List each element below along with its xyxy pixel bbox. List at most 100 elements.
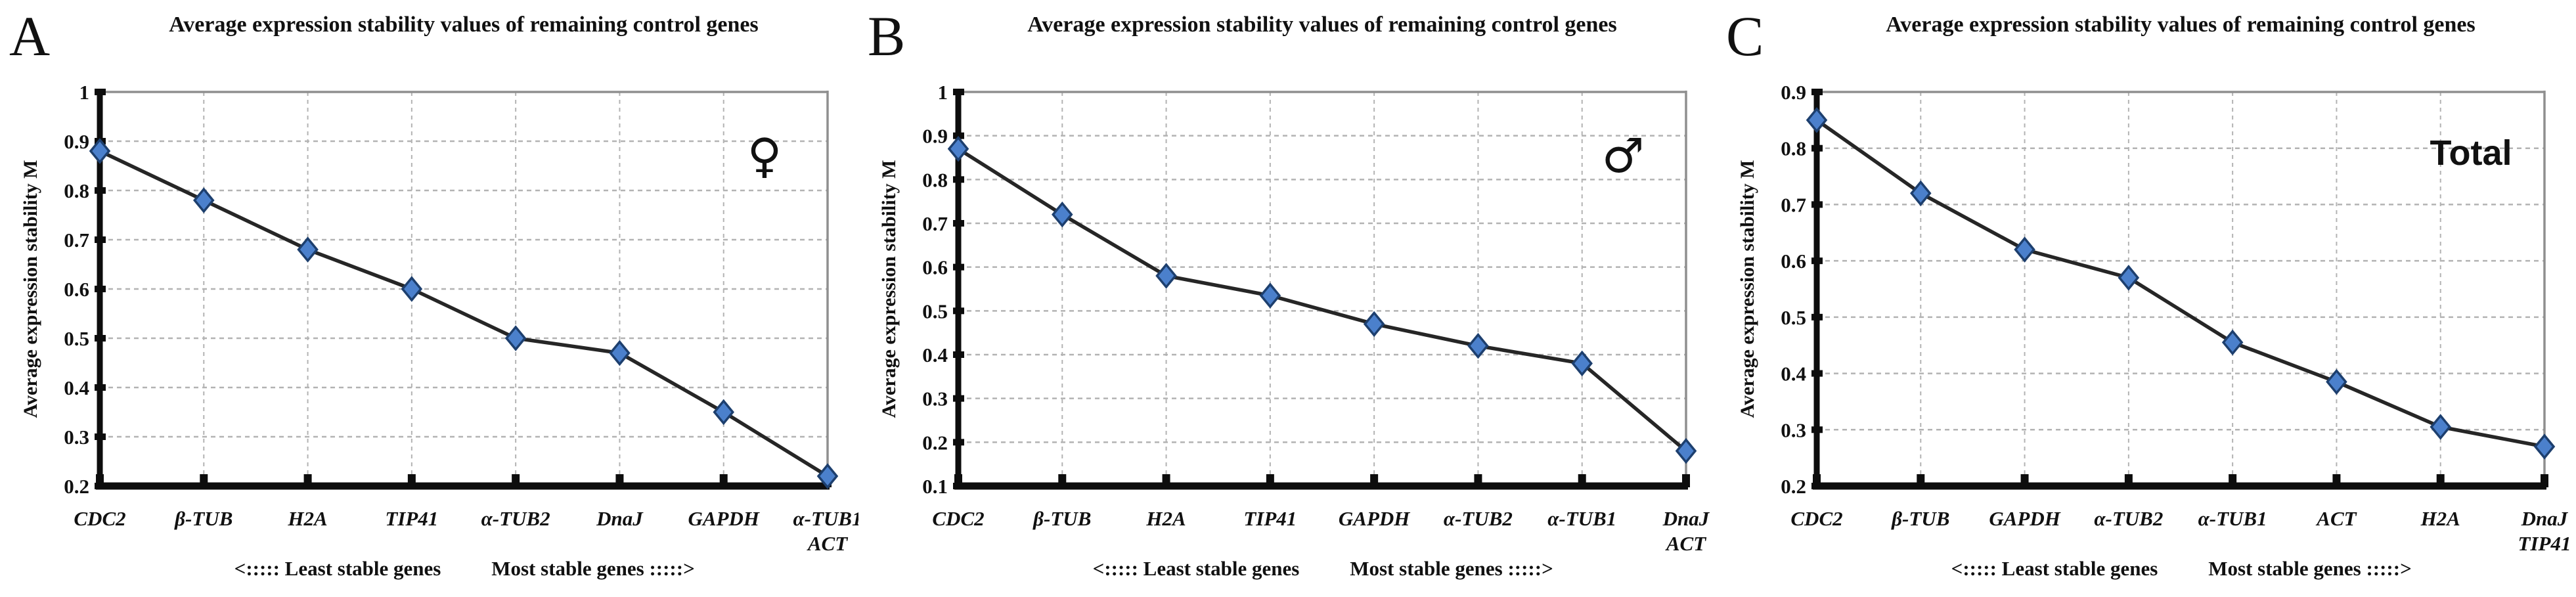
y-tick-label: 0.5 <box>1781 306 1806 329</box>
x-tick-mark <box>200 474 208 487</box>
data-point-marker <box>1363 311 1385 338</box>
data-point-marker <box>2221 329 2244 356</box>
y-tick-label: 0.4 <box>922 343 948 366</box>
data-point-marker <box>947 135 969 162</box>
data-point-marker <box>1910 180 1932 207</box>
panel-b: 1 0.9 0.8 0.7 0.6 0.5 0.4 0.3 0.2 0.1 CDC2 β-TUB H2A… <box>858 0 1717 597</box>
y-tick-label: 0.2 <box>64 475 89 498</box>
chart-a: 1 0.9 0.8 0.7 0.6 0.5 0.4 0.3 0.2 CDC2 β-TUB H2A TIP… <box>9 5 858 580</box>
y-tick-mark <box>95 187 106 194</box>
x-tick-mark <box>1578 474 1586 487</box>
y-tick-mark <box>95 335 106 342</box>
series-line <box>99 149 829 478</box>
x-category-label: α-TUB2 <box>481 507 550 530</box>
y-tick-mark <box>953 132 964 139</box>
caption-most-stable: Most stable genes :::::> <box>491 557 695 580</box>
x-tick-mark <box>1474 474 1482 487</box>
x-tick-mark <box>1370 474 1379 487</box>
y-tick-mark <box>95 286 106 292</box>
y-tick-mark <box>95 433 106 440</box>
chart-title: Average expression stability values of r… <box>169 12 758 37</box>
y-tick-label: 0.8 <box>1781 137 1806 160</box>
data-point-marker <box>609 340 631 366</box>
y-tick-label: 0.4 <box>1781 363 1806 386</box>
x-category-label: ACT <box>807 532 848 555</box>
x-category-label: CDC2 <box>1790 507 1842 530</box>
caption-least-stable: <::::: Least stable genes <box>1951 557 2158 580</box>
y-tick-mark <box>1811 257 1823 265</box>
caption-most-stable: Most stable genes :::::> <box>1350 557 1553 580</box>
data-point-marker <box>2118 265 2140 291</box>
x-category-label: ACT <box>2315 507 2357 530</box>
caption-most-stable: Most stable genes :::::> <box>2208 557 2412 580</box>
y-tick-label: 0.3 <box>64 426 89 449</box>
x-tick-mark <box>954 474 962 487</box>
x-category-label: TIP41 <box>385 507 438 530</box>
series-line <box>957 147 1687 453</box>
y-tick-mark <box>1811 313 1823 321</box>
y-tick-label: 0.5 <box>64 327 89 350</box>
data-point-marker <box>1052 201 1073 228</box>
y-tick-label: 1 <box>79 81 90 104</box>
plot-area: 1 0.9 0.8 0.7 0.6 0.5 0.4 0.3 0.2 CDC2 β-TUB H2A TIP… <box>64 81 858 555</box>
chart-b: 1 0.9 0.8 0.7 0.6 0.5 0.4 0.3 0.2 0.1 CDC2 β-TUB H2A… <box>868 5 1710 580</box>
data-point-marker <box>89 138 111 164</box>
y-tick-mark <box>953 176 964 183</box>
plot-area: 1 0.9 0.8 0.7 0.6 0.5 0.4 0.3 0.2 0.1 CDC2 β-TUB H2A… <box>922 81 1710 555</box>
total-label: Total <box>2430 133 2512 173</box>
data-point-marker <box>1155 263 1177 289</box>
x-tick-mark <box>615 474 624 487</box>
y-tick-mark <box>1811 144 1823 152</box>
data-point-marker <box>816 463 839 489</box>
y-tick-label: 0.3 <box>1781 418 1806 441</box>
series-line <box>1815 118 2545 449</box>
grid-layer <box>958 92 1686 486</box>
x-category-label: GAPDH <box>1989 507 2060 530</box>
data-point-marker <box>2326 368 2347 395</box>
panel-letter: C <box>1726 5 1764 68</box>
y-tick-mark <box>1811 201 1823 208</box>
y-tick-mark <box>95 384 106 391</box>
y-tick-label: 0.8 <box>922 168 948 191</box>
x-category-label: TIP41 <box>2518 532 2571 555</box>
y-axis-title: Average expression stability M <box>1737 160 1758 418</box>
x-tick-mark <box>1266 474 1274 487</box>
x-category-label: DnaJ <box>596 507 644 530</box>
x-category-label: GAPDH <box>688 507 759 530</box>
x-tick-mark <box>303 474 312 487</box>
data-point-marker <box>193 187 215 213</box>
y-tick-label: 0.9 <box>922 125 948 148</box>
x-tick-mark <box>2436 474 2445 487</box>
y-tick-label: 0.1 <box>922 475 948 498</box>
x-tick-mark <box>1917 474 1925 487</box>
x-category-label: α-TUB1 <box>793 507 858 530</box>
x-category-label: ACT <box>1665 532 1706 555</box>
x-category-label: DnaJ <box>2521 507 2569 530</box>
y-tick-label: 1 <box>938 81 948 104</box>
x-category-label: CDC2 <box>932 507 984 530</box>
x-category-label: H2A <box>2420 507 2460 530</box>
y-tick-mark <box>953 395 964 402</box>
chart-title: Average expression stability values of r… <box>1027 12 1616 37</box>
y-tick-label: 0.2 <box>1781 475 1806 498</box>
y-axis-title: Average expression stability M <box>878 160 900 418</box>
x-tick-mark <box>1813 474 1821 487</box>
x-category-label: β-TUB <box>174 507 233 530</box>
y-axis-title: Average expression stability M <box>20 160 41 418</box>
panel-c: 0.9 0.8 0.7 0.6 0.5 0.4 0.3 0.2 CDC2 β-TUB GAPDH α-… <box>1717 0 2575 597</box>
y-tick-label: 0.5 <box>922 299 948 322</box>
y-tick-mark <box>1811 370 1823 377</box>
y-tick-mark <box>953 351 964 358</box>
y-tick-mark <box>953 220 964 227</box>
y-tick-mark <box>95 89 106 95</box>
y-tick-label: 0.6 <box>1781 250 1806 273</box>
y-tick-mark <box>1811 89 1823 95</box>
y-tick-label: 0.6 <box>64 278 89 301</box>
x-tick-mark <box>2332 474 2341 487</box>
x-tick-mark <box>1058 474 1067 487</box>
x-tick-mark <box>512 474 520 487</box>
panel-a: 1 0.9 0.8 0.7 0.6 0.5 0.4 0.3 0.2 CDC2 β-TUB H2A TIP… <box>0 0 858 597</box>
data-point-marker <box>1467 332 1489 359</box>
x-category-label: CDC2 <box>74 507 125 530</box>
